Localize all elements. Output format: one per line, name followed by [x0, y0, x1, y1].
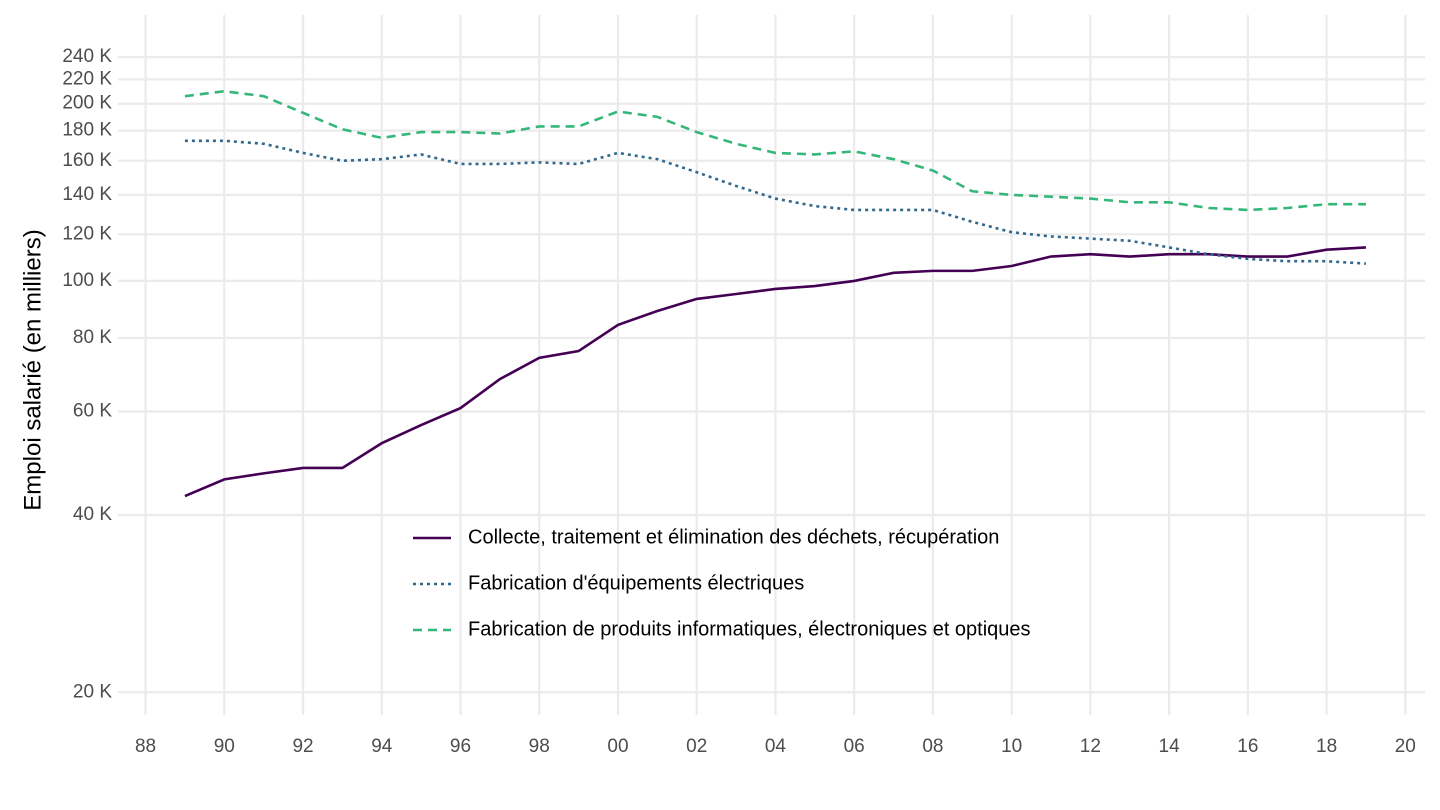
legend: Collecte, traitement et élimination des …: [413, 526, 1031, 640]
y-axis-title: Emploi salarié (en milliers): [19, 229, 46, 510]
plot-area: [184, 89, 1367, 498]
series-line: [184, 139, 1367, 265]
x-tick-label: 04: [765, 736, 787, 757]
x-tick-label: 02: [686, 736, 707, 757]
y-tick-label: 140 K: [62, 184, 112, 205]
x-tick-label: 16: [1237, 736, 1258, 757]
y-tick-label: 20 K: [73, 681, 112, 702]
x-tick-label: 06: [844, 736, 865, 757]
x-tick-label: 12: [1080, 736, 1101, 757]
x-tick-label: 92: [292, 736, 313, 757]
grid: 20 K 40 K 60 K 80 K 100 K 120 K 140 K 160 K 180 …: [62, 15, 1425, 757]
y-tick-label: 200 K: [62, 93, 112, 114]
y-tick-label: 60 K: [73, 400, 112, 421]
x-tick-label: 96: [450, 736, 471, 757]
x-tick-label: 14: [1159, 736, 1181, 757]
series-line: [184, 89, 1366, 212]
y-tick-label: 220 K: [62, 68, 112, 89]
y-tick-label: 160 K: [62, 150, 112, 171]
legend-label: Fabrication d'équipements électriques: [468, 572, 804, 594]
y-tick-label: 100 K: [62, 270, 112, 291]
y-tick-label: 40 K: [73, 504, 112, 525]
x-tick-label: 88: [135, 736, 156, 757]
x-tick-label: 08: [922, 736, 943, 757]
y-tick-label: 180 K: [62, 120, 112, 141]
x-tick-label: 00: [607, 736, 628, 757]
x-tick-label: 94: [371, 736, 393, 757]
x-tick-label: 18: [1316, 736, 1337, 757]
y-tick-label: 80 K: [73, 327, 112, 348]
y-tick-label: 240 K: [62, 46, 112, 67]
y-tick-label: 120 K: [62, 223, 112, 244]
legend-label: Collecte, traitement et élimination des …: [468, 526, 999, 548]
x-tick-label: 10: [1001, 736, 1022, 757]
series-line: [184, 246, 1367, 498]
legend-label: Fabrication de produits informatiques, é…: [468, 618, 1031, 640]
x-tick-label: 90: [214, 736, 235, 757]
x-tick-label: 20: [1395, 736, 1416, 757]
x-tick-label: 98: [529, 736, 550, 757]
